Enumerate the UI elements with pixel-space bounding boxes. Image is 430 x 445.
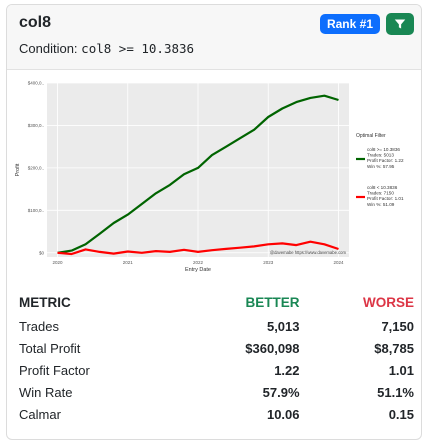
series-line-better (57, 94, 339, 254)
x-axis-label: Entry Date (185, 267, 211, 273)
table-row-profit-factor: Profit Factor 1.22 1.01 (19, 359, 414, 381)
legend-entry-better: col8 >= 10.3836 Trades: 5013 Profit Factor… (367, 147, 404, 169)
worse-value: 0.15 (388, 406, 414, 422)
y-axis-label: Profit (15, 163, 21, 176)
table-row-win-rate: Win Rate 57.9% 51.1% (19, 381, 414, 403)
table-row-trades: Trades 5,013 7,150 (19, 315, 414, 337)
x-tick-label: 2022 (193, 260, 204, 265)
x-tick-label: 2021 (123, 260, 134, 265)
metric-label: Total Profit (19, 340, 81, 356)
condition-label: Condition: (19, 41, 78, 56)
x-tick-label: 2020 (53, 260, 64, 265)
condition-text: Condition: col8 >= 10.3836 (19, 41, 194, 56)
y-tick-label: $100,0.. (28, 208, 44, 213)
worse-value: 1.01 (388, 362, 414, 378)
legend-entry-worse: col8 < 10.3836 Trades: 7150 Profit Factor:… (367, 185, 404, 207)
better-value: 5,013 (266, 318, 300, 334)
worse-value: 7,150 (381, 318, 414, 334)
better-value: 10.06 (266, 406, 300, 422)
y-tick-label: $400,0.. (28, 81, 44, 86)
condition-expression: col8 >= 10.3836 (81, 41, 195, 56)
y-tick-label: $0 (39, 250, 45, 255)
metric-label: Profit Factor (19, 362, 90, 378)
table-row-total-profit: Total Profit $360,098 $8,785 (19, 337, 414, 359)
worse-value: $8,785 (374, 340, 414, 356)
worse-header: WORSE (362, 294, 414, 310)
y-tick-label: $200,0.. (28, 165, 44, 170)
metrics-header-row: METRIC BETTER WORSE (19, 289, 414, 315)
better-value: 57.9% (262, 384, 300, 400)
x-tick-label: 2023 (263, 260, 274, 265)
card-title: col8 (19, 14, 52, 31)
profit-chart-svg: $0 $100,0.. $200,0.. $300,0.. $400,0.. 2020 20… (7, 75, 421, 285)
profit-chart: $0 $100,0.. $200,0.. $300,0.. $400,0.. 2020 20… (7, 75, 421, 285)
filter-button[interactable] (386, 13, 414, 35)
card-header: col8 Condition: col8 >= 10.3836 Rank #1 (7, 5, 421, 70)
metrics-table: METRIC BETTER WORSE Trades 5,013 7,150 T… (19, 289, 414, 425)
legend-title: Optimal Filter (356, 133, 386, 139)
x-tick-label: 2024 (333, 260, 344, 265)
table-row-calmar: Calmar 10.06 0.15 (19, 403, 414, 425)
better-value: 1.22 (274, 362, 300, 378)
chart-legend: Optimal Filter col8 >= 10.3836 Trades: 50… (356, 133, 404, 207)
filter-icon (394, 19, 406, 29)
metric-label: Trades (19, 318, 59, 334)
result-card: col8 Condition: col8 >= 10.3836 Rank #1 … (6, 4, 422, 440)
y-tick-label: $300,0.. (28, 123, 44, 128)
worse-value: 51.1% (377, 384, 414, 400)
better-value: $360,098 (245, 340, 300, 356)
rank-badge: Rank #1 (319, 14, 380, 34)
better-header: BETTER (245, 294, 300, 310)
watermark-text: @davemabe https://www.davemabe.com (270, 250, 347, 255)
metric-label: Win Rate (19, 384, 73, 400)
metric-label: Calmar (19, 406, 61, 422)
metric-header: METRIC (19, 294, 71, 310)
series-line-worse (57, 240, 339, 256)
